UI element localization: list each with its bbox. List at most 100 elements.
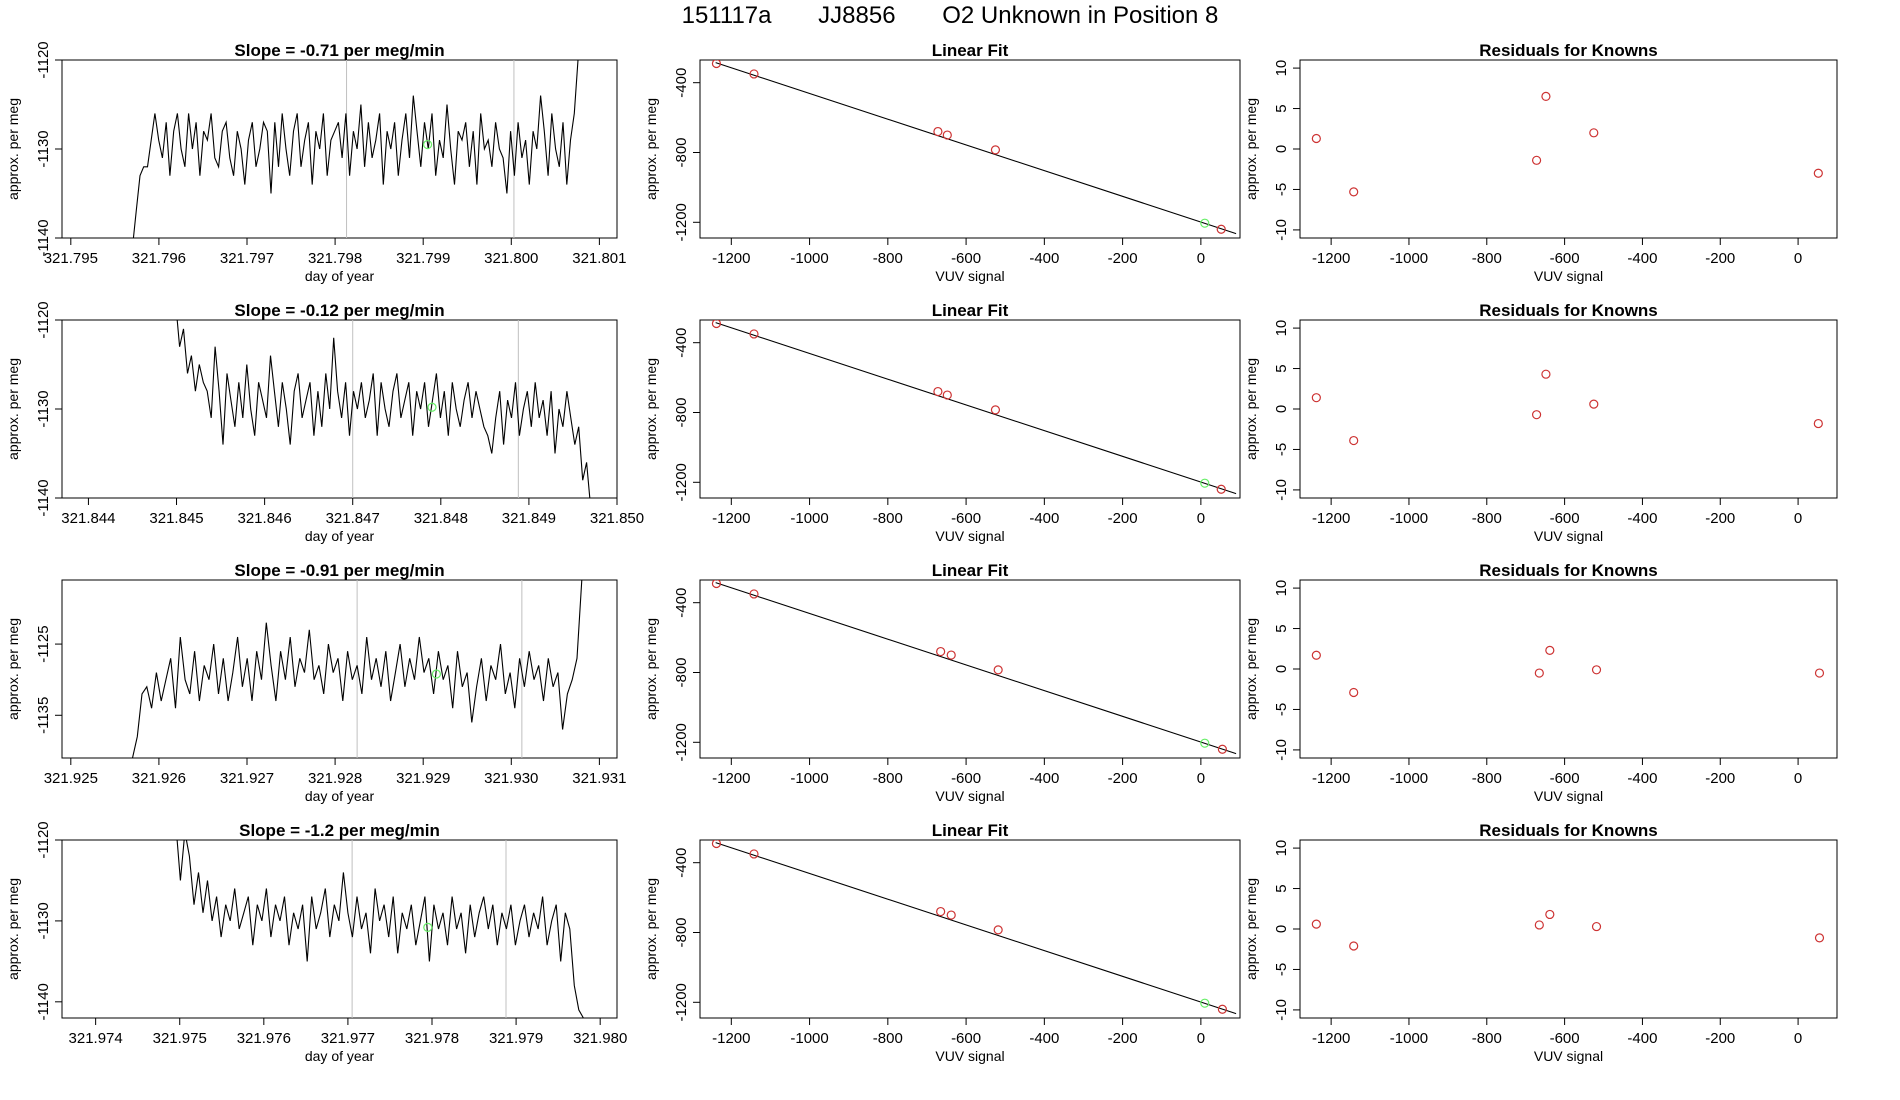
known-point (1541, 91, 1551, 102)
known-point (1591, 665, 1602, 675)
x-axis-label: VUV signal (935, 1048, 1004, 1064)
y-tick-label: 10 (1273, 580, 1290, 597)
x-tick-label: -1000 (790, 770, 828, 787)
x-tick-label: -200 (1705, 250, 1735, 267)
x-tick-label: 321.930 (484, 770, 538, 787)
y-tick-label: -10 (1273, 739, 1290, 761)
x-tick-label: 321.846 (238, 510, 292, 527)
known-point (1311, 133, 1321, 144)
x-tick-label: -600 (1550, 1030, 1580, 1047)
plot-frame (699, 579, 1241, 759)
x-axis-label: VUV signal (935, 528, 1004, 544)
unknown-description: O2 Unknown in Position 8 (942, 2, 1219, 29)
plot-area (711, 580, 1237, 755)
plot-area (711, 320, 1237, 495)
known-point (933, 126, 943, 137)
known-point (1217, 744, 1227, 754)
y-axis-label: approx. per meg (643, 618, 659, 720)
known-point (1311, 393, 1321, 403)
fit-line (715, 842, 1237, 1015)
x-tick-label: -600 (951, 770, 981, 787)
y-tick-label: -1140 (35, 983, 52, 1020)
plot-frame (61, 839, 618, 1019)
y-tick-label: -1125 (35, 625, 52, 662)
unknown-point (1200, 218, 1210, 228)
chart-title: Slope = -0.91 per meg/min (234, 561, 444, 580)
x-tick-label: 321.928 (308, 770, 362, 787)
chart-panel-r2c3: Residuals for Knowns VUV signal approx. pe… (1243, 301, 1838, 544)
fit-line (715, 62, 1237, 235)
x-tick-label: 0 (1197, 1030, 1205, 1047)
x-tick-label: 0 (1197, 510, 1205, 527)
x-tick-label: -1000 (1390, 1030, 1428, 1047)
y-axis-label: approx. per meg (643, 98, 659, 200)
y-axis-label: approx. per meg (5, 358, 21, 460)
x-tick-label: 321.847 (326, 510, 380, 527)
y-tick-label: -5 (1273, 443, 1290, 456)
known-point (1534, 920, 1544, 930)
plot-frame (61, 579, 618, 759)
unknown-point (1200, 478, 1210, 488)
x-axis-label: VUV signal (1534, 1048, 1603, 1064)
x-tick-label: -800 (1472, 1030, 1502, 1047)
known-point (1531, 410, 1542, 420)
x-tick-label: -800 (873, 1030, 903, 1047)
known-point (1349, 687, 1359, 698)
known-point (1349, 187, 1359, 197)
y-tick-label: -1140 (35, 219, 52, 256)
x-axis-label: VUV signal (935, 268, 1004, 284)
x-tick-label: -400 (1029, 250, 1059, 267)
x-tick-label: 321.850 (590, 510, 644, 527)
x-tick-label: -800 (873, 510, 903, 527)
x-axis-label: day of year (305, 268, 375, 284)
x-axis-label: VUV signal (1534, 268, 1603, 284)
chart-panel-r1c3: Residuals for Knowns VUV signal approx. pe… (1243, 41, 1838, 284)
data-series-line (171, 320, 591, 498)
y-tick-label: -1200 (673, 463, 690, 501)
known-point (946, 650, 956, 660)
known-point (1311, 919, 1321, 929)
y-tick-label: -400 (673, 848, 690, 878)
y-tick-label: -10 (1273, 479, 1290, 501)
chart-panel-r3c2: Linear Fit VUV signal approx. per meg -1200… (643, 561, 1241, 804)
y-tick-label: -800 (673, 397, 690, 427)
data-series-line (176, 840, 584, 1018)
known-point (749, 849, 759, 859)
plot-area (171, 320, 591, 498)
chart-title: Slope = -1.2 per meg/min (239, 821, 440, 840)
x-axis-label: day of year (305, 528, 375, 544)
plot-frame (1299, 59, 1838, 239)
known-point (1349, 435, 1359, 446)
known-point (933, 386, 943, 397)
known-point (711, 840, 722, 849)
x-tick-label: -1000 (790, 1030, 828, 1047)
known-point (1541, 369, 1551, 379)
x-tick-label: -200 (1705, 510, 1735, 527)
x-tick-label: -600 (1550, 510, 1580, 527)
chart-title: Residuals for Knowns (1479, 561, 1658, 580)
data-series-line (132, 60, 579, 238)
x-tick-label: 321.797 (220, 250, 274, 267)
unknown-point (431, 669, 442, 679)
x-tick-label: -400 (1627, 510, 1657, 527)
x-tick-label: -1000 (790, 510, 828, 527)
y-tick-label: -400 (673, 68, 690, 98)
y-tick-label: -10 (1273, 219, 1290, 241)
x-tick-label: -1200 (712, 770, 750, 787)
known-point (1217, 1004, 1227, 1014)
plot-area (131, 580, 583, 758)
x-tick-label: -1200 (1312, 510, 1350, 527)
x-tick-label: 0 (1794, 250, 1802, 267)
plot-area (711, 60, 1237, 235)
chart-title: Linear Fit (932, 561, 1009, 580)
plot-frame (61, 319, 618, 499)
y-axis-label: approx. per meg (1243, 358, 1259, 460)
known-point (1216, 224, 1226, 234)
x-tick-label: 0 (1197, 770, 1205, 787)
x-tick-label: 321.849 (502, 510, 556, 527)
y-axis-label: approx. per meg (1243, 878, 1259, 980)
known-point (711, 320, 722, 329)
chart-panel-r3c1: Slope = -0.91 per meg/min day of year appr… (5, 561, 626, 804)
known-point (942, 390, 952, 400)
